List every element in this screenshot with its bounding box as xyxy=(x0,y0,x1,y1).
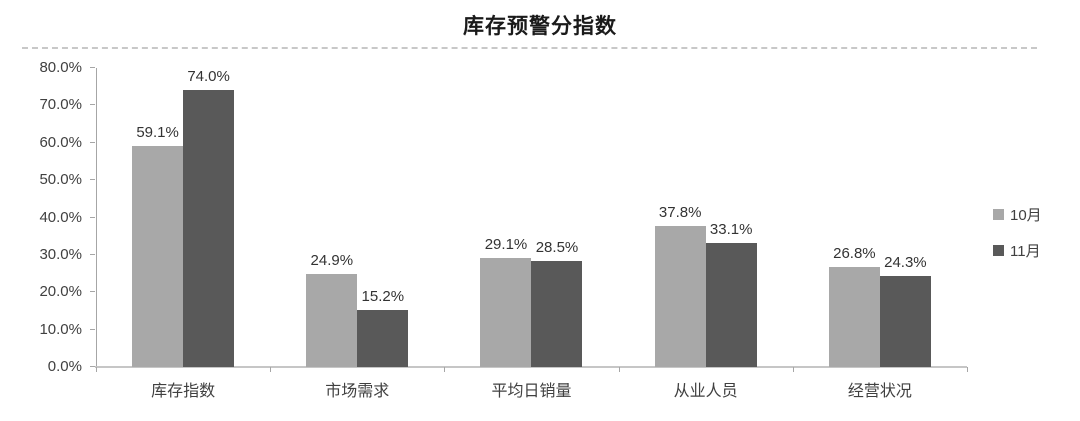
title-divider-dashed-line xyxy=(22,47,1037,49)
data-label: 24.9% xyxy=(310,251,354,269)
y-axis-tick-label: 30.0% xyxy=(39,245,82,263)
x-axis-tick-mark xyxy=(270,367,271,372)
y-axis-tick-mark xyxy=(90,291,95,293)
legend-label: 10月 xyxy=(1010,207,1042,224)
x-axis-tick-mark xyxy=(619,367,620,372)
y-axis-tick-label: 10.0% xyxy=(39,320,82,338)
bar-rect xyxy=(132,146,184,367)
x-axis-tick-mark xyxy=(967,367,968,372)
x-axis-tick-mark xyxy=(444,367,445,372)
bar-rect xyxy=(306,273,358,367)
legend: 10月 11月 xyxy=(993,204,1042,276)
y-axis-tick-mark xyxy=(90,328,95,330)
data-label: 15.2% xyxy=(361,288,405,306)
x-axis-tick-mark xyxy=(96,367,97,372)
bar-group: 59.1% 74.0% xyxy=(96,68,270,367)
x-axis-category-label: 从业人员 xyxy=(673,383,738,400)
bar-rect xyxy=(879,276,931,367)
y-axis-tick-mark xyxy=(90,366,95,367)
y-axis-tick-mark xyxy=(90,216,95,218)
y-axis-tick-label: 40.0% xyxy=(39,208,82,226)
bar-11月: 74.0% xyxy=(183,68,235,367)
bar-10月: 26.8% xyxy=(828,245,880,367)
data-label: 59.1% xyxy=(136,124,179,142)
bar-rect xyxy=(480,258,532,367)
data-label: 37.8% xyxy=(658,203,702,221)
y-axis-tick-mark xyxy=(90,253,95,255)
y-axis-tick-label: 80.0% xyxy=(39,59,82,76)
x-axis-category-label: 平均日销量 xyxy=(491,383,572,400)
data-label: 29.1% xyxy=(484,236,528,254)
bar-rect xyxy=(654,225,706,367)
legend-item-10月: 10月 xyxy=(993,204,1042,225)
bar-11月: 24.3% xyxy=(879,254,931,367)
bar-group: 29.1% 28.5% xyxy=(444,68,618,367)
bar-rect xyxy=(828,266,880,367)
bar-10月: 37.8% xyxy=(654,204,706,367)
data-label: 33.1% xyxy=(709,221,753,239)
data-label: 28.5% xyxy=(535,238,579,256)
y-axis-tick-label: 0.0% xyxy=(47,358,82,375)
bar-10月: 29.1% xyxy=(480,236,532,367)
bar-rect xyxy=(705,243,757,367)
bar-11月: 28.5% xyxy=(531,239,583,367)
x-axis-category-label: 经营状况 xyxy=(847,383,912,400)
y-axis-tick-label: 50.0% xyxy=(39,171,82,189)
bar-rect xyxy=(183,90,235,367)
y-axis-tick-label: 20.0% xyxy=(39,283,82,301)
y-axis-tick-mark xyxy=(90,179,95,181)
y-axis-tick-label: 70.0% xyxy=(39,96,82,114)
legend-label: 11月 xyxy=(1010,243,1041,260)
y-axis-tick-label: 60.0% xyxy=(39,133,82,151)
bar-rect xyxy=(357,310,409,367)
bar-group: 26.8% 24.3% xyxy=(793,68,967,367)
data-label: 26.8% xyxy=(833,244,876,262)
bar-rect xyxy=(531,260,583,367)
x-axis-category-label: 库存指数 xyxy=(151,383,216,400)
bar-10月: 59.1% xyxy=(132,124,184,367)
y-axis-tick-mark xyxy=(90,141,95,143)
y-axis-tick-mark xyxy=(90,104,95,106)
bar-group: 37.8% 33.1% xyxy=(619,68,793,367)
data-label: 24.3% xyxy=(884,254,927,272)
plot-area xyxy=(96,68,967,367)
x-axis-baseline xyxy=(95,366,967,368)
legend-item-11月: 11月 xyxy=(993,240,1042,261)
bar-11月: 15.2% xyxy=(357,288,409,367)
bar-10月: 24.9% xyxy=(306,252,358,367)
x-axis-category-label: 市场需求 xyxy=(325,383,390,400)
bar-group: 24.9% 15.2% xyxy=(270,68,444,367)
legend-swatch-icon xyxy=(993,245,1004,256)
legend-swatch-icon xyxy=(993,209,1004,220)
chart-title: 库存预警分指数 xyxy=(463,15,617,38)
y-axis-tick-mark xyxy=(90,67,95,68)
bar-11月: 33.1% xyxy=(705,221,757,367)
x-axis-tick-mark xyxy=(793,367,794,372)
data-label: 74.0% xyxy=(187,68,230,86)
